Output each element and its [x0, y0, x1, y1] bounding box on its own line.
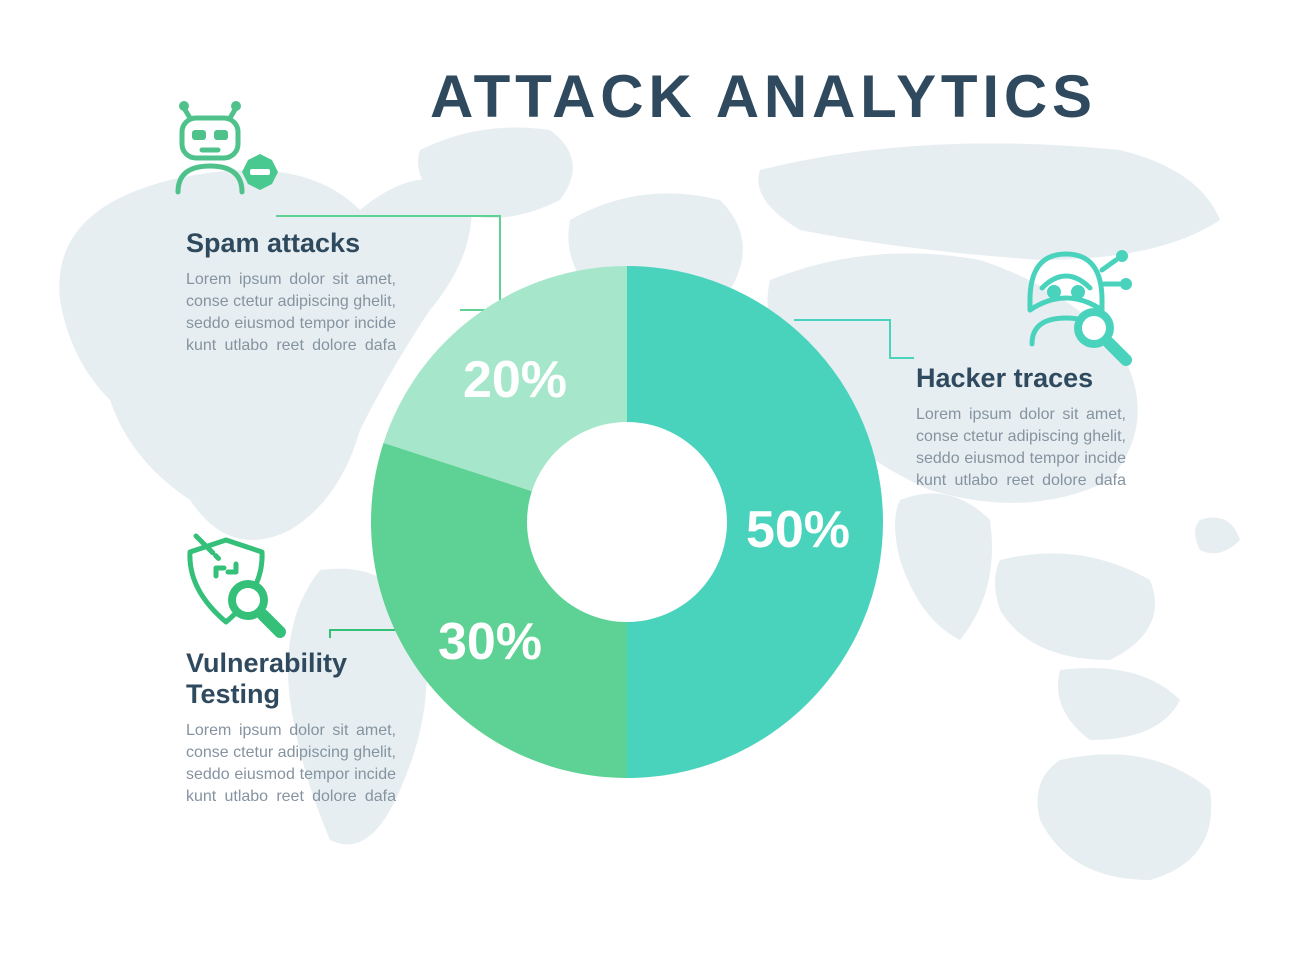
- donut-pct-label: 20%: [463, 350, 567, 410]
- info-block-vuln: Vulnerability TestingLorem ipsum dolor s…: [186, 648, 396, 808]
- info-block-spam: Spam attacks Lorem ipsum dolor sit amet, …: [186, 228, 396, 357]
- info-block-hacker: Hacker tracesLorem ipsum dolor sit amet,…: [916, 363, 1126, 492]
- robot-block-icon: [160, 96, 290, 226]
- donut-pct-label: 30%: [438, 612, 542, 672]
- hacker-search-icon: [1010, 240, 1140, 370]
- info-block-body: Lorem ipsum dolor sit amet, conse ctetur…: [186, 720, 396, 808]
- shield-search-icon: [176, 528, 306, 658]
- donut-pct-label: 50%: [746, 500, 850, 560]
- info-block-title: Spam attacks: [186, 228, 396, 259]
- info-block-body: Lorem ipsum dolor sit amet, conse ctetur…: [186, 269, 396, 357]
- info-block-body: Lorem ipsum dolor sit amet, conse ctetur…: [916, 404, 1126, 492]
- infographic-stage: ATTACK ANALYTICS50%30%20%Spam attacksLor…: [0, 0, 1289, 980]
